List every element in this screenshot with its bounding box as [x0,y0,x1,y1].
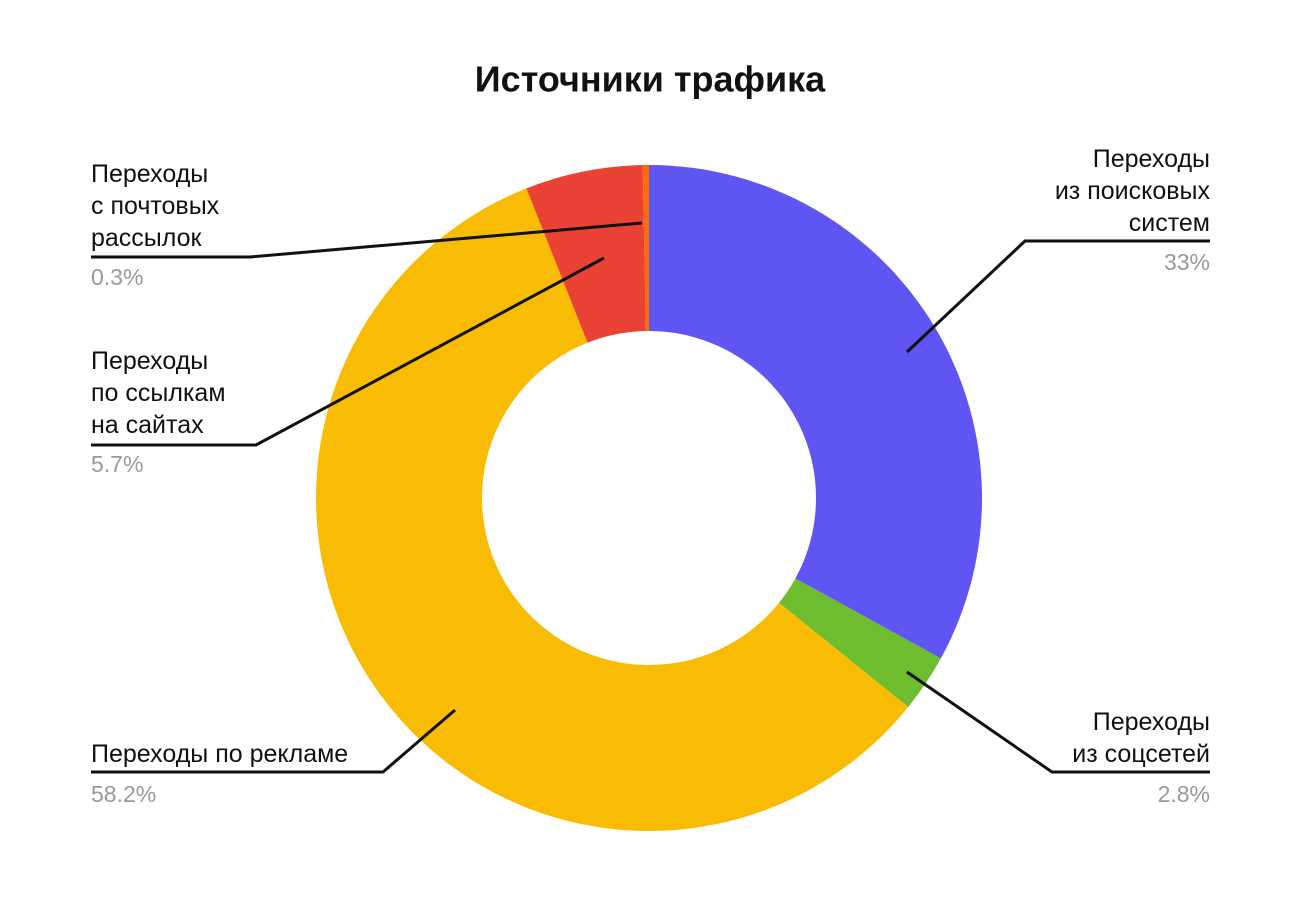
slice-label: Переходы по ссылкам на сайтах [91,347,226,439]
slice-label-line: из соцсетей [1072,740,1210,768]
slice-label-line: Переходы [1093,708,1210,736]
slice-label-line: по ссылкам [91,379,226,407]
donut-segment [526,165,646,343]
slice-label: Переходы из поисковых систем [1055,145,1211,237]
leader-line [905,239,1210,354]
donut-segment [316,188,909,832]
slice-label-line: Переходы по рекламе [91,740,348,768]
slice-label-line: из поисковых [1055,177,1211,205]
slice-label-line: рассылок [91,224,203,252]
donut-segment [779,578,941,708]
donut-segment [649,165,982,659]
slice-label-line: систем [1129,209,1210,237]
slice-label-line: на сайтах [91,411,204,439]
donut-segment [642,165,649,332]
slice-label: Переходы из соцсетей [1072,708,1210,768]
slice-label: Переходы по рекламе [91,740,348,768]
slice-label-line: с почтовых [91,192,220,220]
slice-label-line: Переходы [91,347,208,375]
leader-line [91,221,643,259]
slice-label-line: Переходы [91,160,208,188]
leader-line [91,708,456,774]
value-label: 5.7% [91,451,143,477]
leader-line [91,256,605,447]
value-label: 58.2% [91,781,156,807]
value-label: 2.8% [1158,781,1210,807]
leader-line [906,670,1210,774]
value-label: 0.3% [91,264,143,290]
slice-label: Переходы с почтовых рассылок [91,160,220,252]
slice-label-line: Переходы [1093,145,1210,173]
value-label: 33% [1164,249,1210,275]
chart-title: Источники трафика [475,59,826,100]
